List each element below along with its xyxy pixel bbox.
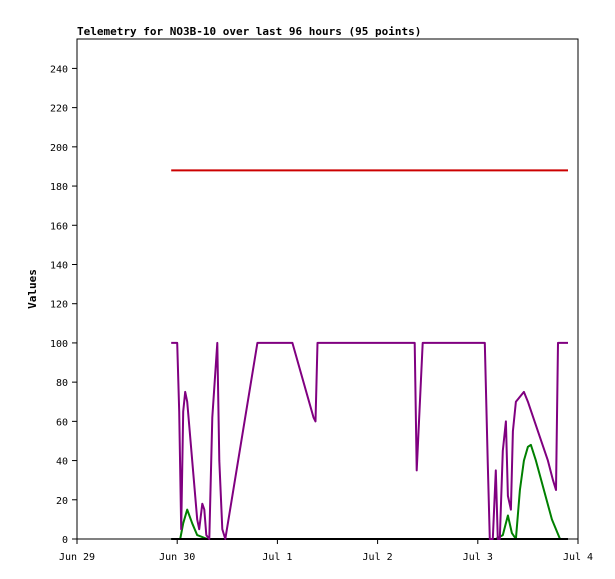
y-tick-label: 180 <box>50 182 68 193</box>
y-tick-label: 240 <box>50 64 68 75</box>
y-tick-label: 80 <box>56 378 68 389</box>
x-axis: Jun 29 Jun 30 Jul 1 Jul 2 Jul 3 Jul 4 <box>59 539 593 563</box>
y-tick-label: 0 <box>62 535 68 546</box>
y-tick-label: 160 <box>50 221 68 232</box>
chart-title: Telemetry for NO3B-10 over last 96 hours… <box>77 25 421 38</box>
y-axis: 0 20 40 60 80 100 120 140 160 180 200 220 240 <box>50 64 77 546</box>
y-tick-label: 220 <box>50 104 68 115</box>
series-line-3 <box>171 341 568 540</box>
y-tick-label: 200 <box>50 143 68 154</box>
x-tick-label: Jul 4 <box>563 552 593 563</box>
y-tick-label: 120 <box>50 300 68 311</box>
y-axis-title: Values <box>26 269 39 309</box>
x-tick-label: Jun 30 <box>159 552 195 563</box>
y-tick-label: 140 <box>50 260 68 271</box>
y-tick-label: 20 <box>56 496 68 507</box>
y-tick-label: 100 <box>50 339 68 350</box>
x-tick-label: Jul 1 <box>262 552 292 563</box>
plot-area <box>76 38 579 540</box>
x-tick-label: Jun 29 <box>59 552 95 563</box>
series-layer <box>171 169 568 540</box>
x-tick-label: Jul 3 <box>463 552 493 563</box>
series-line-1 <box>171 443 568 540</box>
y-tick-label: 40 <box>56 457 68 468</box>
y-tick-label: 60 <box>56 417 68 428</box>
x-tick-label: Jul 2 <box>363 552 393 563</box>
